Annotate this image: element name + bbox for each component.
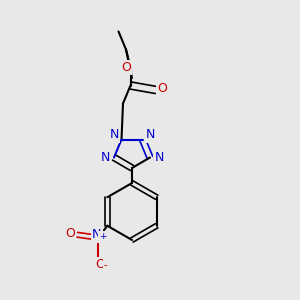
Text: O: O <box>65 227 75 240</box>
Text: +: + <box>99 232 106 241</box>
Text: O: O <box>121 61 131 74</box>
Text: N: N <box>145 128 155 142</box>
Text: N: N <box>109 128 119 142</box>
Text: N: N <box>92 228 101 241</box>
Text: N: N <box>154 151 164 164</box>
Text: O: O <box>158 82 167 95</box>
Text: -: - <box>104 260 108 270</box>
Text: O: O <box>95 258 105 271</box>
Text: N: N <box>100 151 110 164</box>
